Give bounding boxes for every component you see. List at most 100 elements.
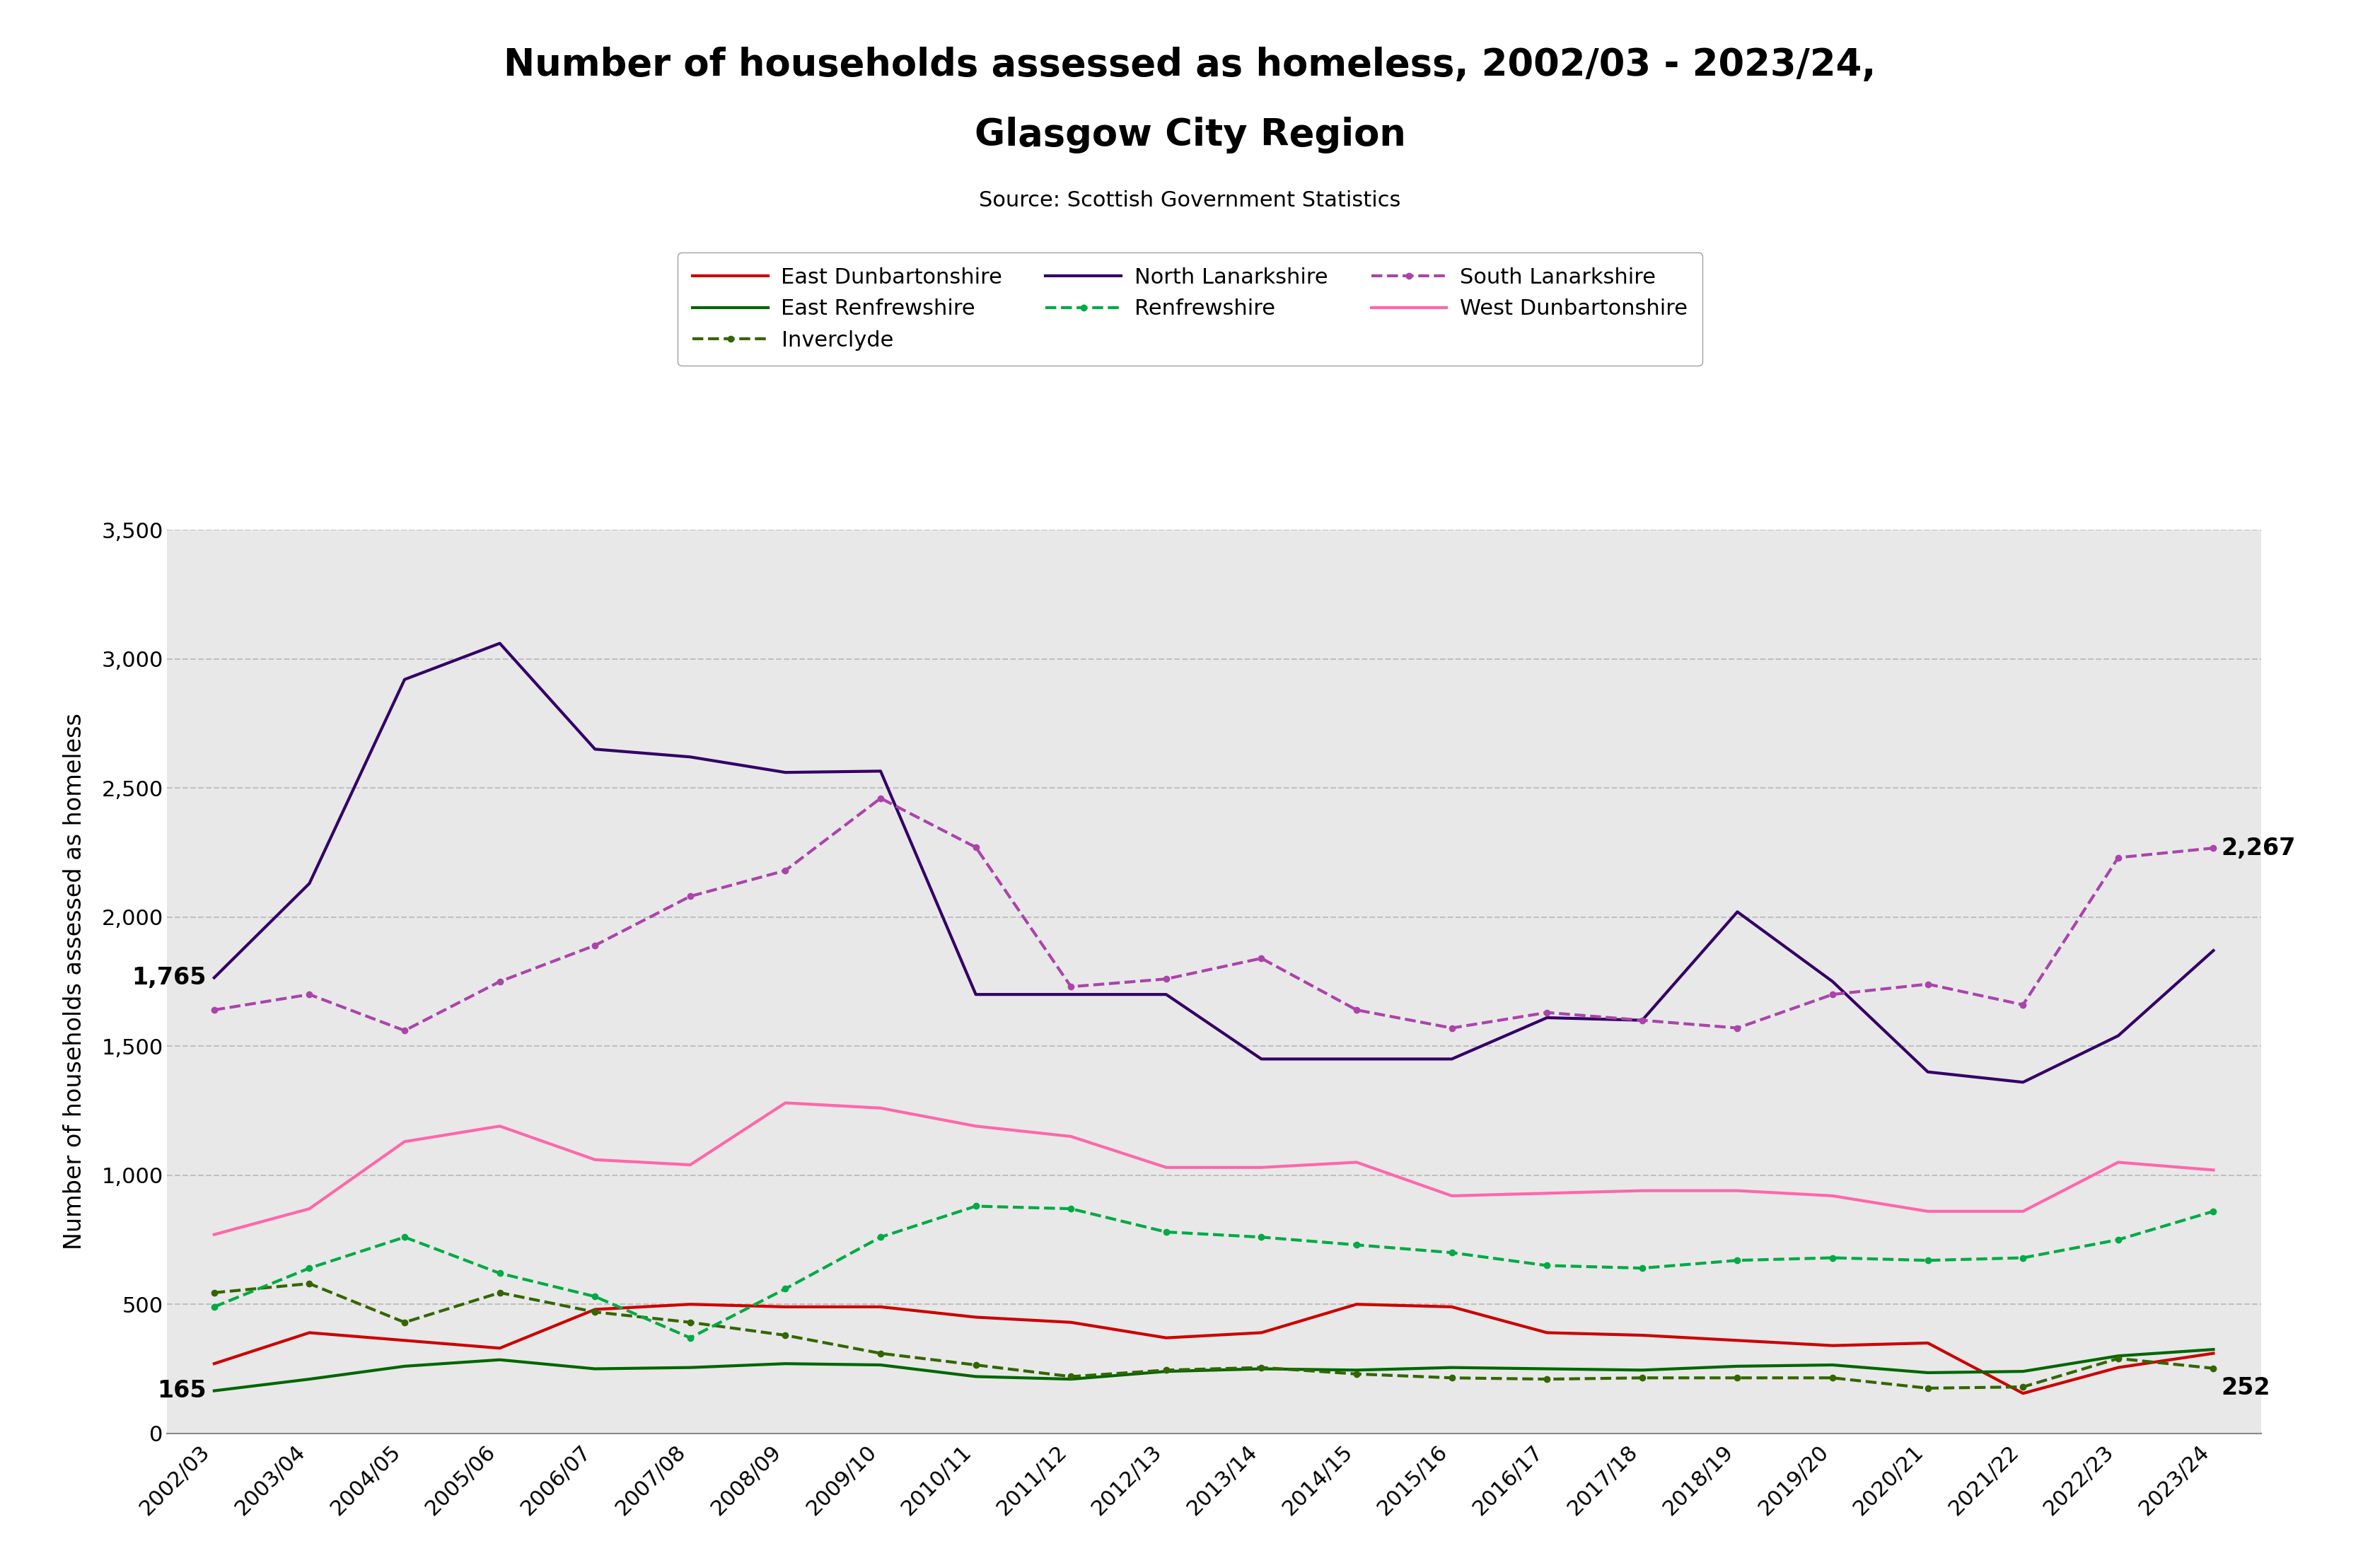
Inverclyde <box>295 1274 324 1293</box>
North Lanarkshire <box>2009 1073 2037 1092</box>
Renfrewshire <box>1628 1259 1656 1278</box>
Inverclyde <box>1152 1360 1180 1379</box>
East Dunbartonshire <box>200 1354 228 1373</box>
Inverclyde <box>1342 1365 1371 1384</box>
North Lanarkshire <box>1533 1008 1561 1027</box>
West Dunbartonshire <box>1247 1158 1276 1176</box>
North Lanarkshire <box>2199 941 2228 960</box>
East Renfrewshire <box>1057 1369 1085 1388</box>
Renfrewshire <box>771 1279 800 1298</box>
Renfrewshire <box>1438 1243 1466 1262</box>
West Dunbartonshire <box>581 1150 609 1168</box>
East Dunbartonshire <box>962 1307 990 1326</box>
Inverclyde <box>771 1326 800 1345</box>
North Lanarkshire <box>866 762 895 781</box>
East Renfrewshire <box>1152 1362 1180 1380</box>
Inverclyde <box>390 1313 419 1332</box>
East Renfrewshire <box>2104 1346 2132 1365</box>
Line: East Dunbartonshire: East Dunbartonshire <box>214 1304 2213 1393</box>
West Dunbartonshire <box>866 1098 895 1117</box>
East Renfrewshire <box>1247 1360 1276 1379</box>
North Lanarkshire <box>1342 1050 1371 1069</box>
South Lanarkshire <box>866 788 895 807</box>
East Dunbartonshire <box>1247 1323 1276 1341</box>
East Renfrewshire <box>771 1354 800 1373</box>
North Lanarkshire <box>486 634 514 653</box>
Inverclyde <box>1818 1368 1847 1387</box>
East Renfrewshire <box>2009 1362 2037 1380</box>
Renfrewshire <box>390 1228 419 1246</box>
East Renfrewshire <box>962 1368 990 1387</box>
West Dunbartonshire <box>2199 1161 2228 1179</box>
North Lanarkshire <box>200 969 228 988</box>
South Lanarkshire <box>676 887 704 905</box>
Renfrewshire <box>200 1298 228 1317</box>
Renfrewshire <box>1914 1251 1942 1270</box>
East Dunbartonshire <box>1914 1334 1942 1352</box>
East Renfrewshire <box>1342 1360 1371 1379</box>
East Dunbartonshire <box>486 1338 514 1357</box>
Renfrewshire <box>1723 1251 1752 1270</box>
Inverclyde <box>676 1313 704 1332</box>
North Lanarkshire <box>1152 985 1180 1003</box>
East Dunbartonshire <box>1342 1295 1371 1313</box>
South Lanarkshire <box>486 972 514 991</box>
East Dunbartonshire <box>390 1331 419 1349</box>
Renfrewshire <box>866 1228 895 1246</box>
West Dunbartonshire <box>1533 1184 1561 1203</box>
North Lanarkshire <box>1818 972 1847 991</box>
Renfrewshire <box>486 1264 514 1282</box>
East Dunbartonshire <box>1438 1298 1466 1317</box>
North Lanarkshire <box>1438 1050 1466 1069</box>
East Renfrewshire <box>1438 1359 1466 1377</box>
East Renfrewshire <box>200 1382 228 1401</box>
East Dunbartonshire <box>1152 1329 1180 1348</box>
Text: Number of households assessed as homeless, 2002/03 - 2023/24,: Number of households assessed as homeles… <box>505 47 1875 84</box>
Inverclyde <box>1533 1369 1561 1388</box>
Text: 252: 252 <box>2221 1376 2271 1399</box>
East Dunbartonshire <box>866 1298 895 1317</box>
Renfrewshire <box>1152 1223 1180 1242</box>
Text: Glasgow City Region: Glasgow City Region <box>973 117 1407 154</box>
East Dunbartonshire <box>2009 1384 2037 1402</box>
East Renfrewshire <box>1533 1360 1561 1379</box>
West Dunbartonshire <box>1628 1181 1656 1200</box>
North Lanarkshire <box>1914 1063 1942 1081</box>
West Dunbartonshire <box>295 1200 324 1218</box>
Inverclyde <box>2104 1349 2132 1368</box>
South Lanarkshire <box>771 862 800 880</box>
Line: South Lanarkshire: South Lanarkshire <box>212 795 2216 1033</box>
East Dunbartonshire <box>1057 1313 1085 1332</box>
East Renfrewshire <box>581 1360 609 1379</box>
South Lanarkshire <box>2009 996 2037 1014</box>
North Lanarkshire <box>1057 985 1085 1003</box>
Renfrewshire <box>1247 1228 1276 1246</box>
South Lanarkshire <box>1152 969 1180 988</box>
Inverclyde <box>2009 1377 2037 1396</box>
West Dunbartonshire <box>1057 1126 1085 1145</box>
South Lanarkshire <box>1818 985 1847 1003</box>
West Dunbartonshire <box>200 1225 228 1243</box>
Text: 2,267: 2,267 <box>2221 837 2297 860</box>
East Dunbartonshire <box>676 1295 704 1313</box>
Y-axis label: Number of households assessed as homeless: Number of households assessed as homeles… <box>64 714 86 1250</box>
Renfrewshire <box>581 1287 609 1306</box>
Renfrewshire <box>2199 1201 2228 1220</box>
West Dunbartonshire <box>2104 1153 2132 1172</box>
South Lanarkshire <box>1723 1019 1752 1038</box>
Line: North Lanarkshire: North Lanarkshire <box>214 643 2213 1083</box>
North Lanarkshire <box>295 874 324 893</box>
West Dunbartonshire <box>771 1094 800 1112</box>
Renfrewshire <box>1818 1248 1847 1267</box>
Inverclyde <box>1247 1359 1276 1377</box>
Renfrewshire <box>2009 1248 2037 1267</box>
East Renfrewshire <box>1723 1357 1752 1376</box>
East Renfrewshire <box>390 1357 419 1376</box>
Inverclyde <box>581 1302 609 1321</box>
Inverclyde <box>962 1355 990 1374</box>
Inverclyde <box>866 1345 895 1363</box>
West Dunbartonshire <box>962 1117 990 1136</box>
South Lanarkshire <box>2104 848 2132 866</box>
East Renfrewshire <box>486 1351 514 1369</box>
West Dunbartonshire <box>1914 1201 1942 1220</box>
